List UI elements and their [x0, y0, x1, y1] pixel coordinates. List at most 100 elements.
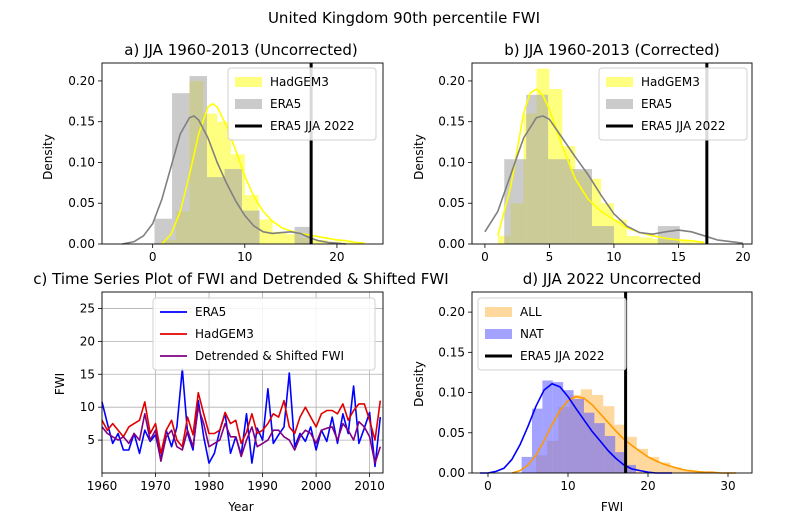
x-tick-label: 20: [640, 479, 655, 493]
panel-a-axes: 0 10 20 0.00 0.05 0.10 0.15 0.20: [68, 74, 344, 264]
hadgem3-hist-bar: [313, 239, 328, 244]
x-tick-label: 1970: [140, 479, 171, 493]
x-tick-label: 10: [606, 250, 621, 264]
era5-hist: [504, 94, 680, 244]
panel-d: d) JJA 2022 Uncorrected Density FWI: [412, 270, 701, 514]
all-hist-bar: [670, 467, 682, 473]
panel-c-frame: [101, 291, 384, 474]
y-tick-label: 5: [87, 433, 95, 447]
legend-swatch: [485, 329, 512, 339]
all-kde-line: [511, 395, 736, 474]
legend-box: [598, 67, 748, 141]
hadgem3-kde-line: [161, 103, 365, 245]
legend-label: HadGEM3: [641, 75, 700, 89]
x-tick-label: 20: [329, 250, 344, 264]
x-tick-label: 0: [484, 479, 492, 493]
legend-label: ERA5 JJA 2022: [641, 119, 726, 133]
nat-hist-bar: [532, 408, 543, 473]
all-hist-bar: [636, 448, 648, 473]
legend-swatch: [606, 77, 633, 87]
y-tick-label: 0.00: [438, 466, 465, 480]
hadgem3-hist-bar: [639, 237, 653, 244]
panel-a-ylabel: Density: [41, 134, 55, 180]
panel-d-legend: ALL NAT ERA5 JJA 2022: [477, 297, 627, 371]
legend-label: ERA5: [270, 97, 301, 111]
panel-b-axes: 0 5 10 15 20 0.00 0.05 0.10 0.15 0.20: [438, 74, 750, 264]
panel-a-title: a) JJA 1960-2013 (Uncorrected): [124, 41, 357, 59]
legend-label: NAT: [520, 327, 544, 341]
y-tick-label: 0.05: [438, 196, 465, 210]
nat-kde-line: [480, 382, 672, 474]
x-tick-label: 2000: [301, 479, 332, 493]
nat-hist-bar: [573, 398, 584, 473]
nat-hist-bar: [584, 412, 595, 473]
y-tick-label: 0.00: [68, 237, 95, 251]
legend-label: Detrended & Shifted FWI: [195, 349, 344, 363]
all-hist-bar: [625, 436, 637, 473]
x-tick-label: 5: [546, 250, 554, 264]
x-tick-label: 1980: [194, 479, 225, 493]
legend-label: ERA5 JJA 2022: [520, 349, 605, 363]
legend-box: [227, 67, 377, 141]
panel-c-legend: ERA5 HadGEM3 Detrended & Shifted FWI: [152, 297, 376, 371]
panel-d-axes: 0 10 20 30 0.00 0.05 0.10 0.15 0.20: [438, 305, 735, 493]
hadgem3-hist-bar: [691, 242, 705, 244]
panel-b: b) JJA 1960-2013 (Corrected) Density: [412, 41, 720, 180]
y-tick-label: 25: [80, 301, 95, 315]
legend-swatch: [485, 307, 512, 317]
era5-hist-bar: [242, 210, 260, 244]
hadgem3-hist-bar: [341, 242, 356, 244]
legend-label: HadGEM3: [195, 327, 254, 341]
detrended-series-line: [101, 406, 382, 464]
era5-hist-bar: [189, 76, 208, 244]
nat-hist-bar: [604, 435, 616, 473]
y-tick-label: 0.00: [438, 237, 465, 251]
x-tick-label: 0: [481, 250, 489, 264]
y-tick-label: 0.15: [438, 345, 465, 359]
panel-a: a) JJA 1960-2013 (Uncorrected) Density: [41, 41, 358, 180]
x-tick-label: 0: [149, 250, 157, 264]
panel-b-legend: HadGEM3 ERA5 ERA5 JJA 2022: [598, 67, 748, 141]
plot-layer: 0 10 200.000.050.100.150.20 HadGEM3ERA5ERA5…: [68, 62, 753, 493]
y-tick-label: 0.05: [68, 196, 95, 210]
nat-hist-bar: [563, 390, 574, 473]
panel-c-ylabel: FWI: [53, 373, 67, 395]
panel-c-title: c) Time Series Plot of FWI and Detrended…: [33, 270, 448, 288]
era5-hist-bar: [504, 159, 527, 244]
panel-d-title: d) JJA 2022 Uncorrected: [523, 270, 701, 288]
panel-c: c) Time Series Plot of FWI and Detrended…: [33, 270, 448, 514]
legend-label: ALL: [520, 305, 542, 319]
era5-hist-bar: [570, 168, 592, 244]
x-tick-label: 15: [671, 250, 686, 264]
y-tick-label: 15: [80, 367, 95, 381]
legend-swatch: [606, 99, 633, 109]
hadgem3-hist-bar: [626, 235, 640, 244]
x-tick-label: 20: [735, 250, 750, 264]
panel-b-title: b) JJA 1960-2013 (Corrected): [504, 41, 720, 59]
era5-kde-line: [122, 115, 347, 245]
hadgem3-hist-bar: [272, 231, 287, 244]
hadgem3-kde-line: [497, 88, 705, 244]
legend-label: ERA5: [195, 305, 226, 319]
era5-hist-bar: [657, 226, 680, 244]
x-tick-label: 10: [560, 479, 575, 493]
all-hist-bar: [614, 424, 626, 473]
panel-d-frame: [471, 291, 753, 474]
x-tick-label: 1960: [87, 479, 118, 493]
panel-b-ylabel: Density: [412, 134, 426, 180]
all-hist-bar: [648, 456, 660, 473]
y-tick-label: 0.05: [438, 426, 465, 440]
all-hist-bar: [681, 469, 693, 473]
y-tick-label: 20: [80, 334, 95, 348]
x-tick-label: 2010: [354, 479, 385, 493]
y-tick-label: 0.20: [68, 74, 95, 88]
all-hist-bar: [659, 462, 671, 473]
panel-d-xlabel: FWI: [601, 500, 623, 514]
figure-suptitle: United Kingdom 90th percentile FWI: [268, 9, 540, 27]
panel-d-ylabel: Density: [412, 361, 426, 407]
legend-swatch: [235, 99, 262, 109]
legend-label: HadGEM3: [270, 75, 329, 89]
era5-kde-line: [484, 115, 744, 244]
era5-hist-bar: [526, 94, 549, 244]
legend-box: [477, 297, 627, 371]
